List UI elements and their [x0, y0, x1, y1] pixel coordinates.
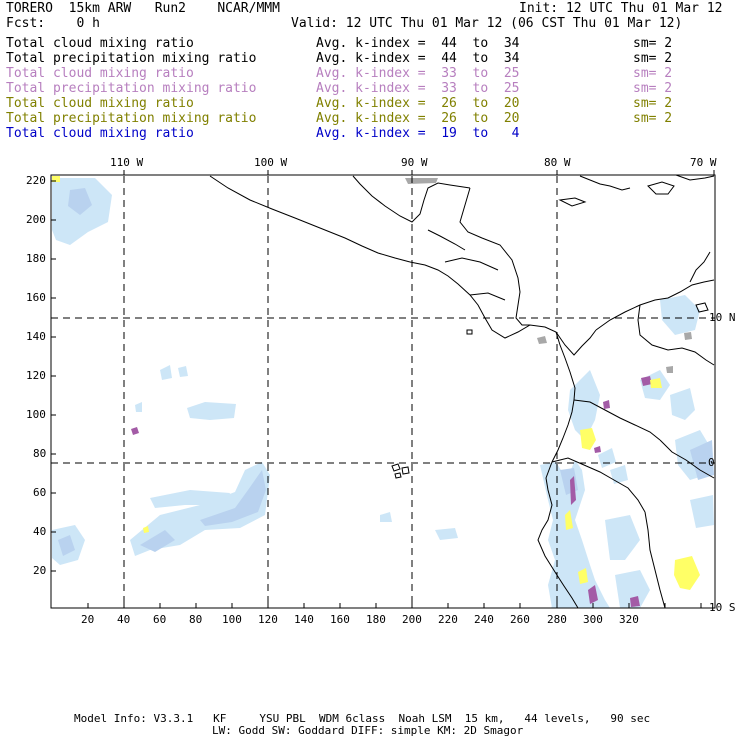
hispaniola-outline	[647, 181, 675, 195]
ecuador-peru-border	[551, 457, 646, 513]
x-tick-label: 320	[619, 613, 639, 626]
x-tick-label: 60	[153, 613, 167, 626]
legend-field: Total cloud mixing ratio	[6, 36, 194, 51]
nicaragua-border	[469, 292, 506, 301]
galapagos-island	[394, 472, 402, 479]
jamaica-outline	[558, 197, 587, 207]
legend-range: Avg. k-index = 33 to 25	[316, 66, 520, 81]
x-tick-label: 160	[330, 613, 350, 626]
y-tick-label: 140	[26, 330, 46, 343]
y-tick-label: 80	[33, 447, 47, 460]
galapagos-island	[391, 463, 401, 472]
x-tick-label: 100	[222, 613, 242, 626]
legend-field: Total precipitation mixing ratio	[6, 51, 257, 66]
guatemala-border	[427, 229, 466, 251]
x-tick-label: 240	[474, 613, 494, 626]
peru-brazil-border	[644, 511, 666, 608]
south-america-pacific-coast	[537, 331, 579, 608]
x-tick-label: 280	[547, 613, 567, 626]
cloud-top-k-patches	[52, 176, 692, 373]
central-america-coast	[409, 261, 597, 356]
index-ticks	[51, 180, 702, 608]
lon-label: 70 W	[690, 156, 717, 169]
legend-smoothing: sm= 2	[633, 81, 673, 96]
central-america-caribbean-coast	[459, 187, 530, 326]
legend-smoothing: sm= 2	[633, 111, 673, 126]
y-tick-label: 60	[33, 486, 47, 499]
cocos-island	[466, 329, 473, 335]
legend-range: Avg. k-index = 26 to 20	[316, 111, 520, 126]
model-info: Model Info: V3.3.1 KF YSU PBL WDM 6class…	[74, 712, 651, 725]
colombia-venezuela-border	[637, 304, 715, 366]
x-tick-label: 20	[81, 613, 95, 626]
init-time: Init: 12 UTC Thu 01 Mar 12	[519, 1, 723, 16]
graticule	[51, 176, 715, 608]
plot-frame	[50, 174, 716, 609]
y-tick-label: 220	[26, 174, 46, 187]
lat-label: 0	[708, 456, 715, 469]
honduras-border	[444, 257, 499, 271]
lat-label: 10 S	[709, 601, 736, 614]
lon-label: 80 W	[544, 156, 571, 169]
x-tick-label: 140	[294, 613, 314, 626]
x-tick-label: 120	[258, 613, 278, 626]
legend-range: Avg. k-index = 19 to 4	[316, 126, 520, 141]
legend-range: Avg. k-index = 33 to 25	[316, 81, 520, 96]
mexico-gulf-coast	[352, 175, 471, 223]
model-physics: LW: Godd SW: Goddard DIFF: simple KM: 2D…	[212, 724, 524, 737]
model-title: TORERO 15km ARW Run2 NCAR/MMM	[6, 1, 280, 16]
y-tick-label: 40	[33, 525, 47, 538]
x-tick-label: 300	[583, 613, 603, 626]
coastline-layer	[209, 175, 715, 608]
y-tick-label: 120	[26, 369, 46, 382]
lon-label: 100 W	[254, 156, 288, 169]
caribbean-island-outline	[675, 175, 715, 181]
legend-field: Total cloud mixing ratio	[6, 96, 194, 111]
x-tick-label: 180	[366, 613, 386, 626]
lat-label: 10 N	[709, 311, 736, 324]
precip-high-k-patches	[143, 378, 700, 590]
legend-smoothing: sm= 2	[633, 36, 673, 51]
legend-field: Total cloud mixing ratio	[6, 66, 194, 81]
precip-mid-k-patches	[131, 376, 652, 607]
lon-label: 110 W	[110, 156, 144, 169]
forecast-hour: Fcst: 0 h	[6, 16, 100, 31]
legend-range: Avg. k-index = 44 to 34	[316, 36, 520, 51]
legend-field: Total precipitation mixing ratio	[6, 81, 257, 96]
lon-label: 90 W	[401, 156, 428, 169]
legend-range: Avg. k-index = 26 to 20	[316, 96, 520, 111]
x-tick-label: 80	[189, 613, 203, 626]
y-tick-label: 180	[26, 252, 46, 265]
legend-smoothing: sm= 2	[633, 96, 673, 111]
galapagos-island	[401, 466, 410, 475]
legend-smoothing: sm= 2	[633, 51, 673, 66]
legend-range: Avg. k-index = 44 to 34	[316, 51, 520, 66]
brazil-border	[659, 439, 715, 479]
legend-smoothing: sm= 2	[633, 66, 673, 81]
colombia-ecuador-border	[573, 399, 661, 441]
legend-field: Total cloud mixing ratio	[6, 126, 194, 141]
mexico-pacific-coast	[209, 175, 411, 263]
top-lon-ticks	[123, 170, 715, 175]
x-tick-label: 260	[510, 613, 530, 626]
x-tick-label: 40	[117, 613, 131, 626]
lesser-antilles-outline	[689, 251, 711, 283]
y-tick-label: 160	[26, 291, 46, 304]
y-tick-label: 200	[26, 213, 46, 226]
x-tick-label: 220	[438, 613, 458, 626]
x-tick-label: 200	[402, 613, 422, 626]
y-tick-label: 100	[26, 408, 46, 421]
valid-time: Valid: 12 UTC Thu 01 Mar 12 (06 CST Thu …	[291, 16, 683, 31]
cloud-field-layer	[51, 175, 715, 608]
cuba-outline	[579, 175, 631, 191]
colombia-caribbean-coast	[595, 279, 715, 331]
trinidad-outline	[695, 302, 709, 313]
legend-field: Total precipitation mixing ratio	[6, 111, 257, 126]
y-tick-label: 20	[33, 564, 47, 577]
